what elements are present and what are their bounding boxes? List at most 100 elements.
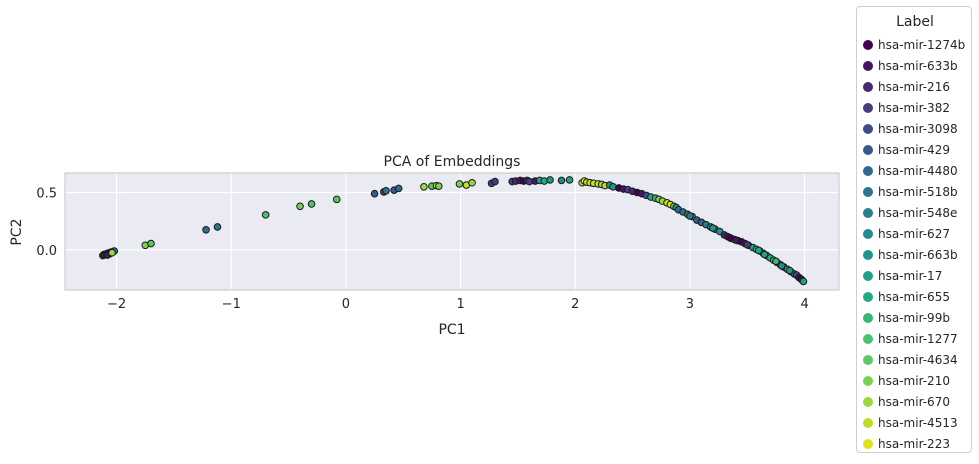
legend-swatch [863,145,873,155]
data-point [261,211,270,219]
grid-lines [65,173,839,290]
legend-label: hsa-mir-216 [878,80,950,94]
x-tick-label: 0 [342,297,350,312]
data-point [726,234,734,242]
legend-swatch [863,376,873,386]
legend-swatch [863,124,873,134]
data-point [686,212,694,220]
legend-swatch [863,166,873,176]
data-point [213,223,222,231]
legend-item: hsa-mir-17 [863,267,942,285]
legend: Label hsa-mir-1274b hsa-mir-633b hsa-mir-2… [856,6,972,453]
data-point [382,186,390,195]
legend-item: hsa-mir-633b [863,57,958,75]
legend-item: hsa-mir-548e [863,204,957,222]
legend-label: hsa-mir-663b [878,248,958,262]
legend-swatch [863,208,873,218]
x-tick-label: −2 [107,297,126,312]
y-axis-label: PC2 [9,218,25,245]
legend-label: hsa-mir-670 [878,395,950,409]
legend-label: hsa-mir-99b [878,311,950,325]
data-point [772,257,780,266]
data-point [754,246,763,255]
data-point [307,200,316,208]
legend-label: hsa-mir-655 [878,290,950,304]
legend-label: hsa-mir-518b [878,185,958,199]
legend-swatch [863,82,873,92]
data-point [546,176,554,184]
data-point [147,239,155,248]
legend-swatch [863,334,873,344]
data-point [394,184,403,193]
legend-label: hsa-mir-210 [878,374,950,388]
plot-frame [64,172,840,291]
x-axis-label: PC1 [438,322,465,338]
legend-item: hsa-mir-223 [863,435,950,453]
legend-swatch [863,187,873,197]
legend-label: hsa-mir-4513 [878,416,958,430]
legend-label: hsa-mir-223 [878,437,950,451]
data-points [99,176,808,286]
y-tick-label: 0.0 [36,244,57,259]
legend-label: hsa-mir-4480 [878,164,958,178]
legend-item: hsa-mir-663b [863,246,958,264]
legend-item: hsa-mir-382 [863,99,950,117]
data-point [565,176,574,184]
y-tick-labels: 0.0 0.5 [36,187,57,259]
legend-title: Label [896,14,934,30]
legend-label: hsa-mir-1277 [878,332,958,346]
data-point [370,189,379,198]
legend-label: hsa-mir-1274b [878,38,966,52]
legend-item: hsa-mir-1277 [863,330,958,348]
data-point [420,182,428,191]
legend-swatch [863,418,873,428]
chart-title: PCA of Embeddings [384,154,521,170]
x-tick-label: 1 [456,297,464,312]
data-point [777,262,786,270]
legend-swatch [863,313,873,323]
legend-item: hsa-mir-3098 [863,120,958,138]
legend-item: hsa-mir-429 [863,141,950,159]
legend-swatch [863,229,873,239]
legend-item: hsa-mir-1274b [863,36,965,54]
legend-swatch [863,439,873,449]
legend-item: hsa-mir-627 [863,225,950,243]
data-point [799,277,808,286]
legend-item: hsa-mir-4513 [863,414,958,432]
legend-item: hsa-mir-210 [863,372,950,390]
y-tick-label: 0.5 [36,187,57,202]
x-tick-label: 2 [571,297,579,312]
legend-label: hsa-mir-3098 [878,122,958,136]
legend-swatch [863,250,873,260]
legend-label: hsa-mir-4634 [878,353,958,367]
data-point [785,266,794,275]
legend-swatch [863,355,873,365]
legend-item: hsa-mir-216 [863,78,950,96]
data-point [108,248,116,257]
legend-swatch [863,103,873,113]
legend-label: hsa-mir-17 [878,269,943,283]
legend-item: hsa-mir-4480 [863,162,958,180]
legend-label: hsa-mir-382 [878,101,950,115]
x-tick-label: 3 [686,297,694,312]
x-tick-labels: −2 −1 0 1 2 3 4 [107,297,809,312]
data-point [332,195,341,204]
legend-swatch [863,292,873,302]
legend-item: hsa-mir-655 [863,288,950,306]
legend-label: hsa-mir-548e [878,206,958,220]
legend-swatch [863,61,873,71]
data-point [435,182,443,190]
legend-label: hsa-mir-627 [878,227,950,241]
legend-item: hsa-mir-4634 [863,351,958,369]
x-tick-label: −1 [222,297,241,312]
legend-label: hsa-mir-429 [878,143,950,157]
legend-item: hsa-mir-670 [863,393,950,411]
data-point [557,176,566,185]
legend-swatch [863,40,873,50]
data-point [491,177,499,186]
data-point [296,202,304,211]
data-point [743,240,752,249]
legend-swatch [863,397,873,407]
legend-item: hsa-mir-99b [863,309,950,327]
